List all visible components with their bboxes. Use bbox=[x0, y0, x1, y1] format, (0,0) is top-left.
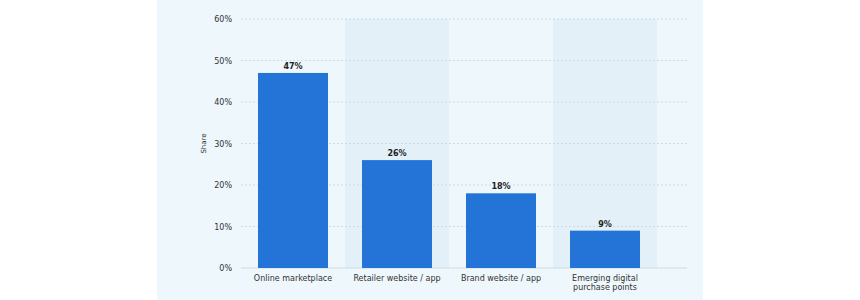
data-label: 18% bbox=[491, 182, 510, 191]
bar bbox=[466, 193, 536, 268]
data-label: 9% bbox=[598, 220, 612, 229]
bar bbox=[362, 160, 432, 268]
bar bbox=[258, 73, 328, 268]
tick-label: 30% bbox=[214, 140, 232, 149]
tick-label: 50% bbox=[214, 57, 232, 66]
panel bbox=[157, 0, 703, 300]
category-label: Online marketplace bbox=[254, 274, 332, 283]
bars bbox=[258, 73, 640, 268]
category-label: Brand website / app bbox=[461, 274, 541, 283]
category-label-line: Retailer website / app bbox=[353, 274, 440, 283]
tick-label: 40% bbox=[214, 98, 232, 107]
category-label: Emerging digitalpurchase points bbox=[572, 274, 638, 292]
tick-label: 0% bbox=[219, 264, 232, 273]
axis-title: Share bbox=[200, 133, 208, 153]
grid-line bbox=[241, 60, 687, 61]
data-label: 47% bbox=[283, 62, 302, 71]
category-label-line: purchase points bbox=[573, 283, 637, 292]
category-label: Retailer website / app bbox=[353, 274, 440, 283]
data-label: 26% bbox=[387, 149, 406, 158]
tick-label: 10% bbox=[214, 223, 232, 232]
tick-label: 60% bbox=[214, 15, 232, 24]
category-label-line: Online marketplace bbox=[254, 274, 332, 283]
category-label-line: Brand website / app bbox=[461, 274, 541, 283]
category-label-line: Emerging digital bbox=[572, 274, 638, 283]
bar bbox=[570, 231, 640, 268]
tick-label: 20% bbox=[214, 181, 232, 190]
grid-line bbox=[241, 19, 687, 20]
chart: 0% 10% 20% 30% 40% 50% 60% Share 47% 26% 18% 9% Onli… bbox=[0, 0, 860, 300]
